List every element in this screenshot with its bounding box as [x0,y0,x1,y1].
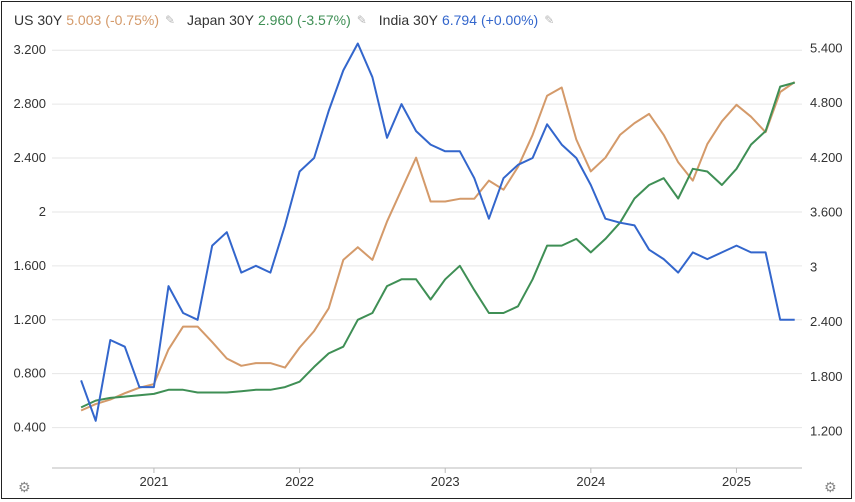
right-tick-label: 3 [810,259,817,274]
left-axis: 0.400 0.800 1.200 1.600 2 2.400 2.800 3.200 [13,42,46,434]
legend-series-name: India 30Y [378,12,438,28]
left-tick-label: 2 [39,204,46,219]
right-axis: 1.200 1.800 2.400 3 3.600 4.200 4.800 5.400 [810,40,843,438]
legend-series-change: (-3.57%) [297,12,351,28]
left-tick-label: 2.400 [13,150,46,165]
left-tick-label: 1.600 [13,258,46,273]
right-tick-label: 4.800 [810,95,843,110]
pencil-edit-icon[interactable]: ✎ [544,13,555,27]
legend-series-value: 6.794 [441,12,478,28]
right-tick-label: 3.600 [810,205,843,220]
right-tick-label: 1.200 [810,424,843,439]
pencil-edit-icon[interactable]: ✎ [164,13,176,27]
left-tick-label: 0.800 [13,366,46,381]
x-tick-label: 2023 [431,474,460,489]
x-tick-label: 2025 [722,474,751,489]
legend-item-us-30y[interactable]: US 30Y 5.003 (-0.75%) ✎ [14,12,175,28]
x-tick-label: 2024 [576,474,605,489]
left-tick-label: 3.200 [13,42,46,57]
left-tick-label: 0.400 [13,420,46,435]
series-line-us-30y[interactable] [80,81,796,412]
legend-series-name: US 30Y [14,12,63,28]
legend-series-change: (-0.75%) [105,12,159,28]
series-lines[interactable] [80,42,796,422]
legend: US 30Y 5.003 (-0.75%) ✎ Japan 30Y 2.960 (-3.57… [14,12,566,28]
legend-item-japan-30y[interactable]: Japan 30Y 2.960 (-3.57%) ✎ [187,12,367,28]
right-tick-label: 2.400 [810,314,843,329]
left-tick-label: 1.200 [13,312,46,327]
legend-series-value: 5.003 [66,12,102,28]
legend-series-value: 2.960 [258,12,294,28]
x-axis: 2021 2022 2023 2024 2025 [52,467,802,489]
gridlines [52,49,802,429]
pencil-edit-icon[interactable]: ✎ [356,13,367,27]
legend-item-india-30y[interactable]: India 30Y 6.794 (+0.00%) ✎ [379,12,554,28]
right-tick-label: 4.200 [810,150,843,165]
legend-series-name: Japan 30Y [187,12,254,28]
series-line-india-30y[interactable] [80,42,795,422]
series-line-japan-30y[interactable] [80,81,795,409]
legend-series-change: (+0.00%) [481,12,539,28]
right-settings-gear-icon[interactable]: ⚙ [824,479,837,495]
x-tick-label: 2021 [139,474,168,489]
right-tick-label: 1.800 [810,369,843,384]
left-settings-gear-icon[interactable]: ⚙ [18,479,31,495]
left-tick-label: 2.800 [13,96,46,111]
x-tick-label: 2022 [285,474,314,489]
right-tick-label: 5.400 [810,40,843,55]
